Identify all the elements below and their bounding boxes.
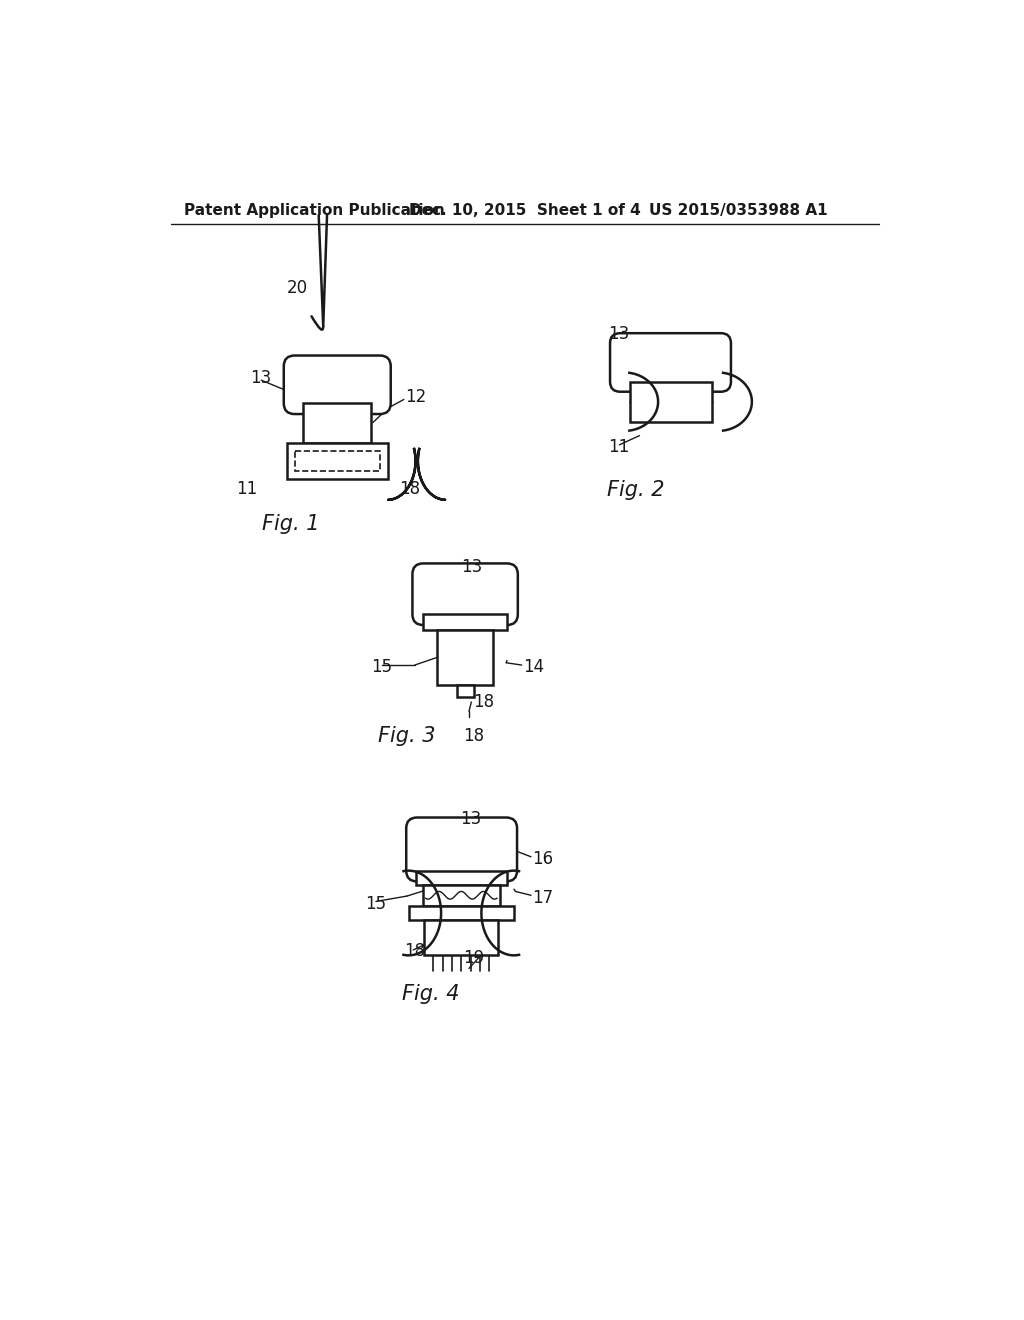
FancyBboxPatch shape bbox=[413, 564, 518, 626]
Text: Fig. 3: Fig. 3 bbox=[378, 726, 436, 746]
Text: 13: 13 bbox=[608, 325, 630, 343]
Text: 15: 15 bbox=[366, 895, 386, 912]
Text: US 2015/0353988 A1: US 2015/0353988 A1 bbox=[649, 203, 827, 218]
Text: 11: 11 bbox=[237, 480, 258, 499]
Bar bbox=[295, 451, 380, 471]
Text: 13: 13 bbox=[460, 810, 481, 828]
FancyBboxPatch shape bbox=[284, 355, 391, 414]
Bar bbox=[437, 630, 493, 685]
Bar bbox=[409, 906, 514, 920]
FancyBboxPatch shape bbox=[407, 817, 517, 882]
Text: 15: 15 bbox=[372, 657, 392, 676]
Text: 13: 13 bbox=[251, 368, 271, 387]
Text: Fig. 4: Fig. 4 bbox=[401, 983, 459, 1003]
Bar bbox=[287, 444, 388, 479]
Text: Fig. 1: Fig. 1 bbox=[262, 515, 319, 535]
Text: Patent Application Publication: Patent Application Publication bbox=[183, 203, 444, 218]
Bar bbox=[416, 871, 507, 884]
Text: 13: 13 bbox=[461, 557, 482, 576]
Text: 11: 11 bbox=[608, 438, 630, 457]
Bar bbox=[424, 920, 499, 956]
Text: Fig. 2: Fig. 2 bbox=[607, 479, 665, 499]
Text: 18: 18 bbox=[403, 942, 425, 961]
Bar bbox=[630, 381, 712, 422]
FancyBboxPatch shape bbox=[610, 333, 731, 392]
Bar bbox=[303, 404, 372, 444]
Text: 18: 18 bbox=[399, 480, 421, 499]
Text: 19: 19 bbox=[463, 949, 484, 966]
Text: 12: 12 bbox=[406, 388, 427, 407]
Text: 18: 18 bbox=[463, 727, 484, 744]
Bar bbox=[423, 614, 507, 630]
Text: 16: 16 bbox=[532, 850, 554, 869]
Text: 20: 20 bbox=[287, 279, 308, 297]
Bar bbox=[423, 884, 500, 906]
Text: 18: 18 bbox=[473, 693, 494, 711]
Text: Dec. 10, 2015  Sheet 1 of 4: Dec. 10, 2015 Sheet 1 of 4 bbox=[409, 203, 640, 218]
Text: 17: 17 bbox=[532, 888, 554, 907]
Bar bbox=[457, 685, 474, 697]
Text: 14: 14 bbox=[523, 657, 545, 676]
